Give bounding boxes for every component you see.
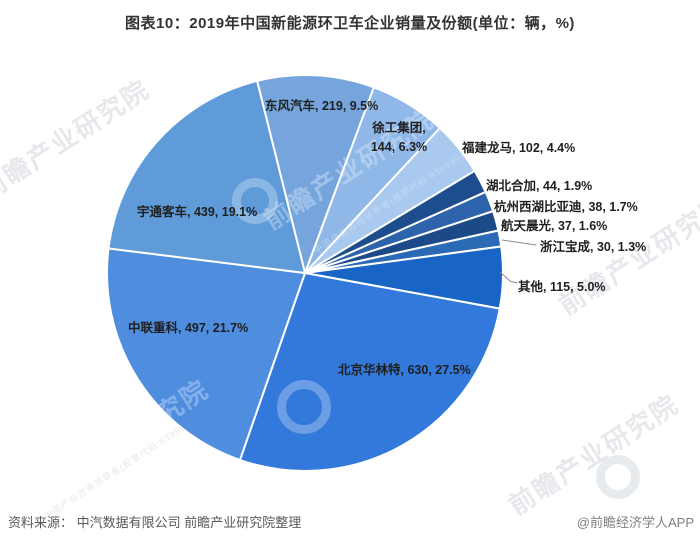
- pie-label-hangzhou-xihu-byd: 杭州西湖比亚迪, 38, 1.7%: [494, 200, 638, 214]
- pie-label-hubei-hejia: 湖北合加, 44, 1.9%: [486, 179, 593, 193]
- source-note: 资料来源： 中汽数据有限公司 前瞻产业研究院整理: [8, 515, 302, 530]
- pie-label-others: 其他, 115, 5.0%: [518, 280, 606, 294]
- pie-label-zoomlion: 中联重科, 497, 21.7%: [128, 321, 249, 335]
- credit-note: @前瞻经济学人APP: [576, 515, 694, 530]
- pie-label-yutong-bus: 宇通客车, 439, 19.1%: [137, 205, 258, 219]
- pie-label-dongfeng-motor: 东风汽车, 219, 9.5%: [265, 99, 379, 113]
- pie-label-beijing-hualinte: 北京华林特, 630, 27.5%: [338, 363, 471, 377]
- pie-label-zhejiang-baocheng: 浙江宝成, 30, 1.3%: [540, 240, 647, 254]
- pie-slice-10[interactable]: [107, 79, 307, 275]
- pie-label-xugong-group: 徐工集团, 144, 6.3%: [370, 121, 428, 154]
- pie-label-aerospace-chenguang: 航天晨光, 37, 1.6%: [501, 219, 608, 233]
- pie-slice-8[interactable]: [238, 271, 501, 472]
- pie-slice-0[interactable]: [255, 74, 376, 277]
- pie-slice-9[interactable]: [106, 247, 307, 462]
- pie-label-fujian-longma: 福建龙马, 102, 4.4%: [462, 141, 576, 155]
- chart-title: 图表10：2019年中国新能源环卫车企业销量及份额(单位：辆，%): [125, 15, 575, 32]
